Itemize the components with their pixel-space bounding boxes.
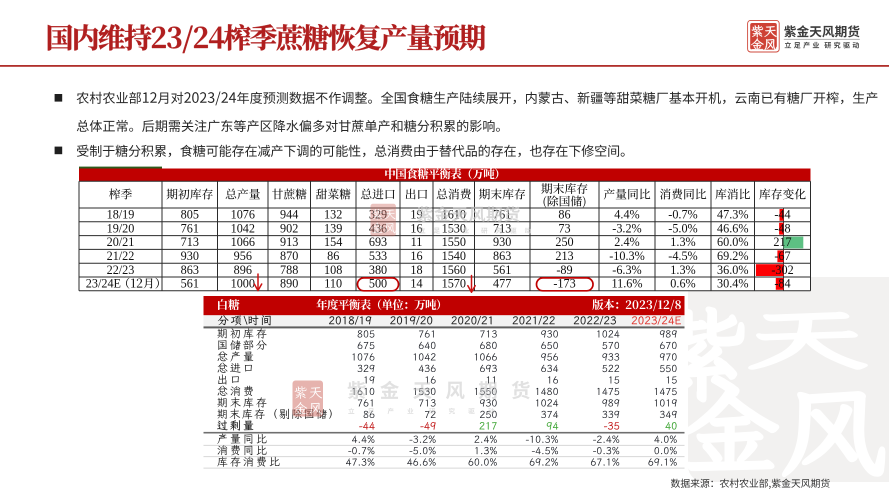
svg-text:-0.7%: -0.7% [668, 208, 697, 222]
svg-text:1550: 1550 [442, 235, 466, 249]
svg-text:477: 477 [493, 277, 511, 291]
svg-text:132: 132 [324, 208, 342, 222]
svg-text:805: 805 [181, 208, 199, 222]
svg-text:16: 16 [410, 221, 422, 235]
svg-text:788: 788 [280, 263, 298, 277]
svg-text:-48: -48 [774, 221, 790, 235]
svg-text:436: 436 [369, 221, 387, 235]
svg-text:22/23: 22/23 [107, 263, 135, 277]
svg-text:36.0%: 36.0% [717, 263, 748, 277]
svg-text:23/24E: 23/24E [86, 277, 121, 291]
svg-text:713: 713 [181, 235, 199, 249]
svg-text:1.3%: 1.3% [670, 263, 695, 277]
svg-text:-10.3%: -10.3% [609, 249, 645, 263]
svg-text:18/19: 18/19 [107, 208, 135, 222]
svg-text:-173: -173 [553, 277, 575, 291]
svg-text:896: 896 [234, 263, 252, 277]
svg-text:139: 139 [324, 221, 342, 235]
svg-text:0.6%: 0.6% [670, 277, 695, 291]
svg-text:380: 380 [369, 263, 387, 277]
svg-text:890: 890 [280, 277, 298, 291]
svg-text:-84: -84 [774, 277, 790, 291]
svg-text:16: 16 [410, 249, 422, 263]
svg-text:217: 217 [773, 235, 791, 249]
svg-text:930: 930 [181, 249, 199, 263]
svg-text:14: 14 [410, 277, 422, 291]
svg-text:-3.2%: -3.2% [612, 221, 641, 235]
svg-text:18: 18 [410, 263, 422, 277]
svg-text:1560: 1560 [442, 263, 466, 277]
svg-text:1076: 1076 [231, 208, 255, 222]
svg-text:20/21: 20/21 [107, 235, 135, 249]
svg-text:21/22: 21/22 [107, 249, 135, 263]
svg-text:533: 533 [369, 249, 387, 263]
svg-text:73: 73 [558, 221, 570, 235]
svg-text:-5.0%: -5.0% [668, 221, 697, 235]
svg-text:1540: 1540 [442, 249, 466, 263]
svg-text:250: 250 [555, 235, 573, 249]
svg-text:500: 500 [369, 277, 387, 291]
svg-text:1066: 1066 [231, 235, 255, 249]
svg-text:1042: 1042 [231, 221, 255, 235]
svg-text:60.0%: 60.0% [717, 235, 748, 249]
svg-text:761: 761 [181, 221, 199, 235]
svg-text:902: 902 [280, 221, 298, 235]
svg-text:863: 863 [493, 249, 511, 263]
svg-text:-44: -44 [774, 208, 790, 222]
svg-text:46.6%: 46.6% [717, 221, 748, 235]
svg-text:561: 561 [181, 277, 199, 291]
svg-text:870: 870 [280, 249, 298, 263]
svg-text:-302: -302 [771, 263, 793, 277]
svg-text:561: 561 [493, 263, 511, 277]
svg-text:944: 944 [280, 208, 298, 222]
svg-text:2.4%: 2.4% [614, 235, 639, 249]
svg-text:69.2%: 69.2% [717, 249, 748, 263]
svg-text:19/20: 19/20 [107, 221, 135, 235]
svg-text:47.3%: 47.3% [717, 208, 748, 222]
svg-text:956: 956 [234, 249, 252, 263]
svg-text:913: 913 [280, 235, 298, 249]
svg-text:30.4%: 30.4% [717, 277, 748, 291]
svg-text:1570: 1570 [442, 277, 466, 291]
svg-text:154: 154 [324, 235, 342, 249]
svg-text:863: 863 [181, 263, 199, 277]
svg-text:-4.5%: -4.5% [668, 249, 697, 263]
svg-text:930: 930 [493, 235, 511, 249]
svg-text:213: 213 [555, 249, 573, 263]
svg-text:1000: 1000 [231, 277, 255, 291]
svg-text:693: 693 [369, 235, 387, 249]
svg-text:110: 110 [324, 277, 342, 291]
svg-text:1.3%: 1.3% [670, 235, 695, 249]
svg-text:86: 86 [327, 249, 339, 263]
svg-text:11.6%: 11.6% [611, 277, 642, 291]
svg-text:11: 11 [411, 235, 423, 249]
svg-text:-6.3%: -6.3% [612, 263, 641, 277]
svg-text:-89: -89 [556, 263, 572, 277]
svg-text:-67: -67 [774, 249, 790, 263]
svg-text:713: 713 [493, 221, 511, 235]
svg-text:86: 86 [558, 208, 570, 222]
svg-text:108: 108 [324, 263, 342, 277]
svg-text:4.4%: 4.4% [614, 208, 639, 222]
